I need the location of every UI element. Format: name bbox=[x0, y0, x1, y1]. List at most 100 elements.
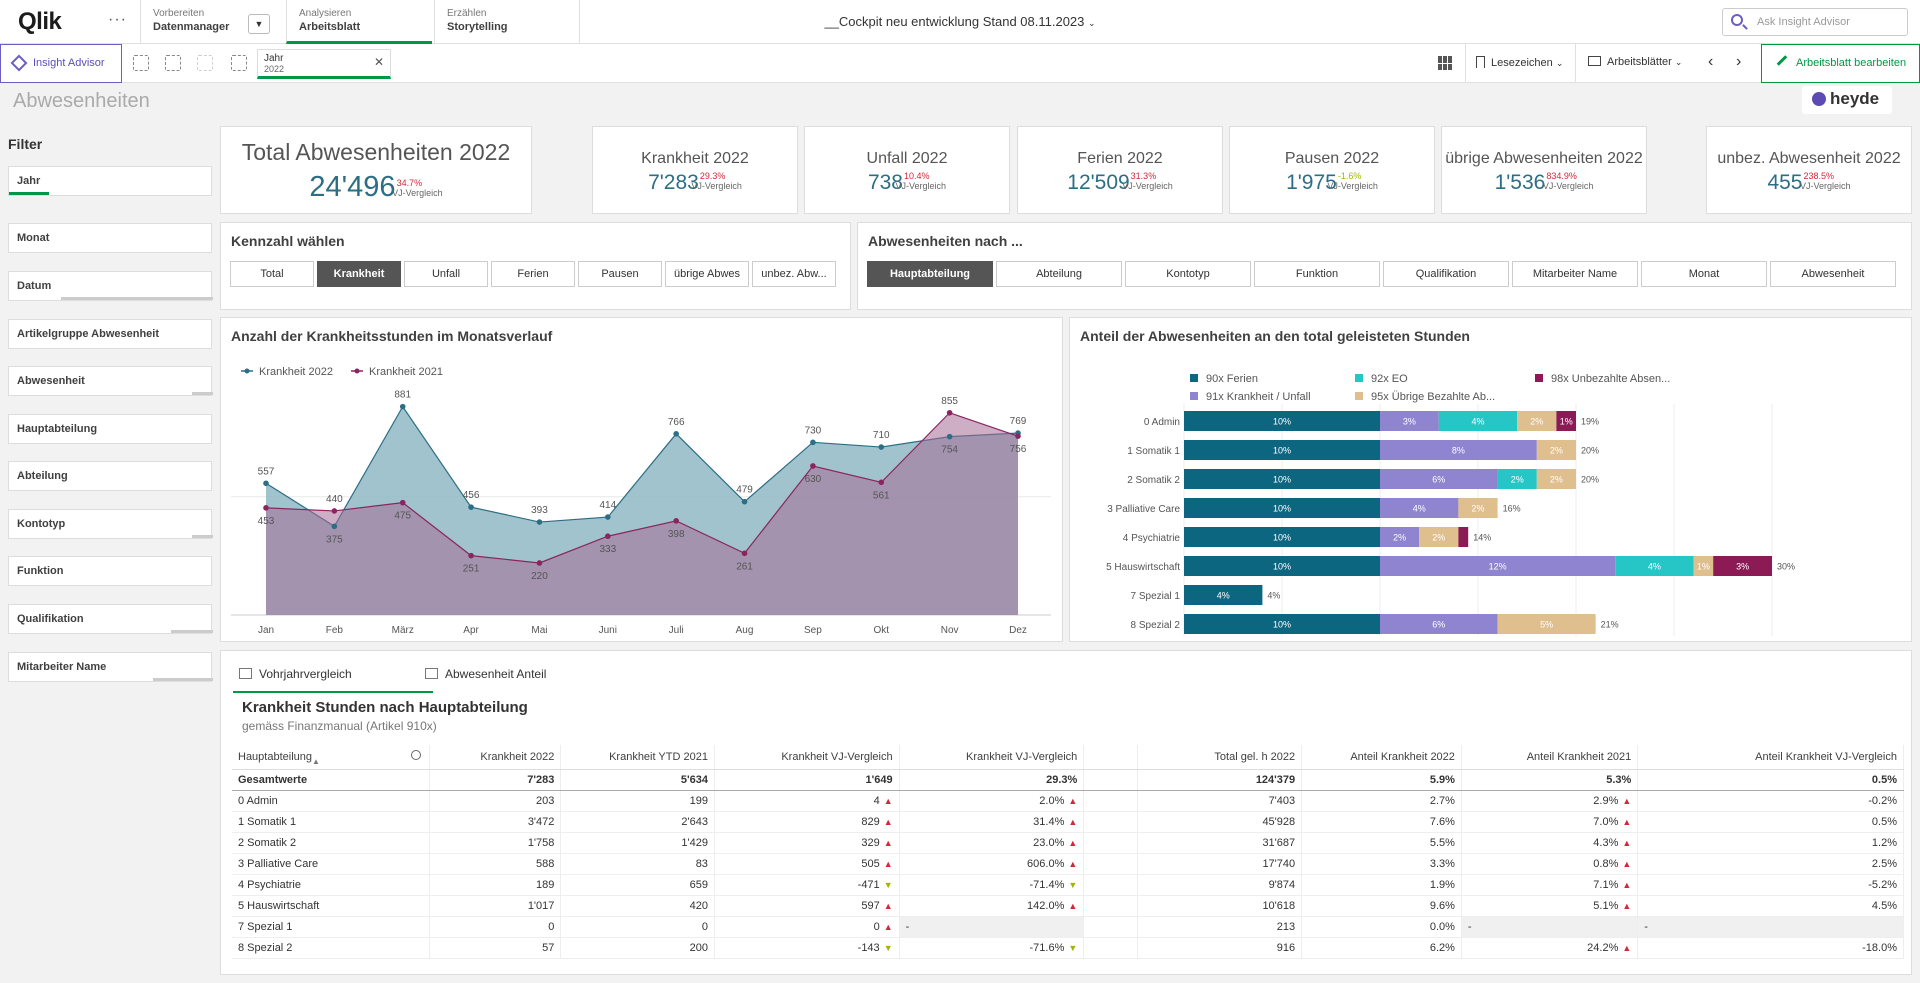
abwesenheit-nach-button[interactable]: Monat bbox=[1641, 261, 1767, 287]
kpi-pct: 34.7% bbox=[396, 178, 423, 188]
legend-label: 98x Unbezahlte Absen... bbox=[1551, 373, 1670, 385]
column-header[interactable]: Krankheit YTD 2021 bbox=[560, 745, 715, 770]
search-icon[interactable] bbox=[410, 750, 421, 760]
filter-monat[interactable]: Monat bbox=[8, 223, 212, 253]
filter-funktion[interactable]: Funktion bbox=[8, 556, 212, 586]
table-cell: 4.3% ▲ bbox=[1461, 832, 1639, 854]
table-row[interactable]: 1 Somatik 1 3'472 2'643 829 ▲ 31.4% ▲ 45'928 7.6… bbox=[232, 811, 1904, 833]
kpi-card[interactable]: übrige Abwesenheiten 2022 1'536834.9%VJ-V… bbox=[1441, 126, 1647, 214]
filter-abwesenheit[interactable]: Abwesenheit bbox=[8, 366, 213, 396]
filter-datum[interactable]: Datum bbox=[8, 271, 213, 301]
y-tick-label: 2 Somatik 2 bbox=[1127, 475, 1180, 486]
abwesenheit-nach-button[interactable]: Funktion bbox=[1254, 261, 1380, 287]
legend-label: Krankheit 2021 bbox=[369, 366, 443, 378]
column-header[interactable]: Anteil Krankheit 2021 bbox=[1461, 745, 1639, 770]
bar-chart-svg[interactable]: 90x Ferien 91x Krankheit / Unfall 92x EO 95… bbox=[1070, 318, 1913, 643]
column-header[interactable]: Anteil Krankheit 2022 bbox=[1301, 745, 1462, 770]
close-icon[interactable]: ✕ bbox=[373, 55, 384, 69]
abwesenheit-nach-button[interactable]: Hauptabteilung bbox=[867, 261, 993, 287]
tab-vorjahrvergleich[interactable]: Vohrjahrvergleich bbox=[233, 659, 433, 693]
column-header[interactable]: Anteil Krankheit VJ-Vergleich bbox=[1637, 745, 1904, 770]
previous-sheet-icon[interactable]: ‹ bbox=[1708, 53, 1714, 70]
kpi-card[interactable]: Unfall 2022 73810.4%VJ-Vergleich bbox=[804, 126, 1010, 214]
bar-total-label: 21% bbox=[1601, 620, 1619, 630]
abwesenheit-nach-button[interactable]: Kontotyp bbox=[1125, 261, 1251, 287]
data-table[interactable]: Hauptabteilung ▲ Krankheit 2022 Krankheit Y… bbox=[232, 745, 1904, 959]
kennzahl-button[interactable]: unbez. Abw... bbox=[752, 261, 836, 287]
kpi-card[interactable]: Pausen 2022 1'975-1.6%VJ-Vergleich bbox=[1229, 126, 1435, 214]
table-cell: 7'403 bbox=[1137, 790, 1303, 812]
table-cell: 2.7% bbox=[1301, 790, 1462, 812]
chevron-down-icon[interactable]: ▼ bbox=[248, 14, 270, 34]
table-cell: 45'928 bbox=[1137, 811, 1303, 833]
abwesenheit-nach-button[interactable]: Abwesenheit bbox=[1770, 261, 1896, 287]
filter-hauptabteilung[interactable]: Hauptabteilung bbox=[8, 414, 212, 444]
kennzahl-button[interactable]: übrige Abwes bbox=[665, 261, 749, 287]
kpi-value: 455238.5%VJ-Vergleich bbox=[1707, 171, 1911, 195]
abwesenheit-nach-button[interactable]: Mitarbeiter Name bbox=[1512, 261, 1638, 287]
smart-search-icon[interactable] bbox=[133, 55, 149, 71]
bar-segment-label: 8% bbox=[1452, 446, 1465, 456]
ask-insight-advisor-input[interactable]: Ask Insight Advisor bbox=[1722, 8, 1908, 36]
line-chart-svg[interactable]: Krankheit 2022 Krankheit 2021 557 375 881 456… bbox=[221, 318, 1064, 643]
insight-advisor-button[interactable]: Insight Advisor bbox=[0, 44, 122, 83]
kennzahl-button[interactable]: Krankheit bbox=[317, 261, 401, 287]
kennzahl-button[interactable]: Unfall bbox=[404, 261, 488, 287]
step-back-icon[interactable] bbox=[165, 55, 181, 71]
kpi-card[interactable]: unbez. Abwesenheit 2022 455238.5%VJ-Vergl… bbox=[1706, 126, 1912, 214]
more-menu-icon[interactable]: ··· bbox=[108, 11, 127, 28]
next-sheet-icon[interactable]: › bbox=[1736, 53, 1742, 70]
sheets-button[interactable]: Arbeitsblätter ⌄ bbox=[1588, 56, 1682, 68]
filter-kontotyp[interactable]: Kontotyp bbox=[8, 509, 213, 539]
table-row[interactable]: 2 Somatik 2 1'758 1'429 329 ▲ 23.0% ▲ 31'687 5.5… bbox=[232, 832, 1904, 854]
filter-qualifikation[interactable]: Qualifikation bbox=[8, 604, 213, 634]
line-chart-card[interactable]: Anzahl der Krankheitsstunden im Monatsve… bbox=[220, 317, 1063, 642]
kennzahl-button[interactable]: Total bbox=[230, 261, 314, 287]
kpi-card[interactable]: Ferien 2022 12'50931.3%VJ-Vergleich bbox=[1017, 126, 1223, 214]
table-row[interactable]: 5 Hauswirtschaft 1'017 420 597 ▲ 142.0% ▲ 10'61… bbox=[232, 895, 1904, 917]
table-row[interactable]: 7 Spezial 1 0 0 0 ▲ -213 0.0% - - bbox=[232, 916, 1904, 938]
column-header[interactable] bbox=[1083, 745, 1139, 770]
column-header[interactable]: Total gel. h 2022 bbox=[1137, 745, 1303, 770]
kennzahl-button[interactable]: Ferien bbox=[491, 261, 575, 287]
filter-mitarbeiter-name[interactable]: Mitarbeiter Name bbox=[8, 652, 213, 682]
grid-view-icon[interactable] bbox=[1438, 56, 1452, 70]
abwesenheit-nach-button[interactable]: Abteilung bbox=[996, 261, 1122, 287]
tab-datenmanager[interactable]: Vorbereiten Datenmanager bbox=[140, 0, 274, 44]
clear-selections-icon[interactable] bbox=[231, 55, 247, 71]
table-cell: 5.5% bbox=[1301, 832, 1462, 854]
kpi-card[interactable]: Krankheit 2022 7'28329.3%VJ-Vergleich bbox=[592, 126, 798, 214]
column-header[interactable]: Krankheit VJ-Vergleich bbox=[714, 745, 900, 770]
app-title[interactable]: __Cockpit neu entwicklung Stand 08.11.20… bbox=[760, 14, 1160, 29]
table-row[interactable]: 0 Admin 203 199 4 ▲ 2.0% ▲ 7'403 2.7% 2.9% ▲ -0.2% bbox=[232, 790, 1904, 812]
cell-value: 3'472 bbox=[527, 815, 555, 828]
filter-abteilung[interactable]: Abteilung bbox=[8, 461, 212, 491]
table-row[interactable]: 3 Palliative Care 588 83 505 ▲ 606.0% ▲ 17'740 3… bbox=[232, 853, 1904, 875]
column-header[interactable]: Hauptabteilung ▲ bbox=[232, 745, 430, 770]
filter-title: Filter bbox=[8, 136, 43, 152]
tab-storytelling[interactable]: Erzählen Storytelling bbox=[434, 0, 580, 44]
bar-chart-card[interactable]: Anteil der Abwesenheiten an den total ge… bbox=[1069, 317, 1912, 642]
kpi-total[interactable]: Total Abwesenheiten 2022 24'49634.7%VJ-V… bbox=[220, 126, 532, 214]
kennzahl-button[interactable]: Pausen bbox=[578, 261, 662, 287]
qlik-logo[interactable]: Qlik bbox=[18, 8, 62, 36]
tab-abwesenheit-anteil[interactable]: Abwesenheit Anteil bbox=[423, 659, 623, 693]
cell-value: 329 bbox=[861, 836, 880, 849]
abwesenheit-nach-button[interactable]: Qualifikation bbox=[1383, 261, 1509, 287]
table-row[interactable]: 4 Psychiatrie 189 659 -471 ▼ -71.4% ▼ 9'874 1.9%… bbox=[232, 874, 1904, 896]
selection-chip-jahr[interactable]: Jahr 2022 ✕ bbox=[257, 49, 391, 79]
column-header[interactable]: Krankheit VJ-Vergleich bbox=[899, 745, 1085, 770]
filter-jahr[interactable]: Jahr bbox=[8, 166, 212, 196]
sort-icon: ▲ bbox=[312, 757, 320, 766]
filter-artikelgruppe-abwesenheit[interactable]: Artikelgruppe Abwesenheit bbox=[8, 319, 212, 349]
filter-label: Datum bbox=[17, 280, 52, 292]
edit-sheet-button[interactable]: Arbeitsblatt bearbeiten bbox=[1761, 44, 1920, 83]
kennzahl-buttons: Total Krankheit Unfall Ferien Pausen übrige A… bbox=[230, 261, 836, 287]
step-forward-icon[interactable] bbox=[197, 55, 213, 71]
total-row[interactable]: Gesamtwerte 7'283 5'634 1'649 29.3% 124'379 5.… bbox=[232, 769, 1904, 791]
bookmarks-button[interactable]: Lesezeichen ⌄ bbox=[1476, 56, 1563, 69]
x-tick-label: Aug bbox=[736, 625, 754, 636]
column-header[interactable]: Krankheit 2022 bbox=[429, 745, 562, 770]
tab-arbeitsblatt[interactable]: Analysieren Arbeitsblatt bbox=[286, 0, 432, 44]
table-row[interactable]: 8 Spezial 2 57 200 -143 ▼ -71.6% ▼ 916 6.2% 24.2%… bbox=[232, 937, 1904, 959]
